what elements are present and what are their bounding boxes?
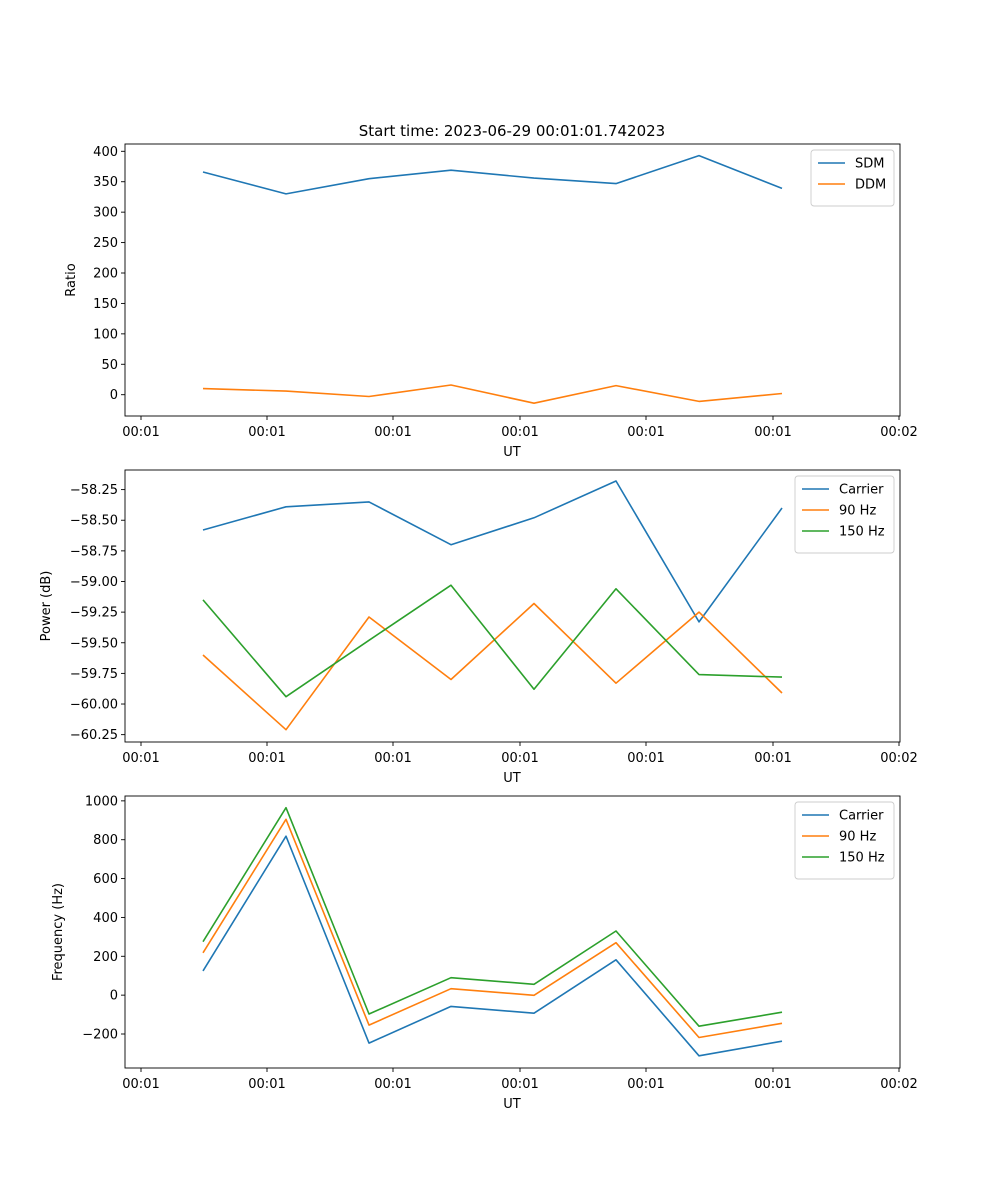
y-tick-label: −59.50 xyxy=(70,636,118,651)
y-axis-label: Ratio xyxy=(64,263,79,296)
legend-entry: 90 Hz xyxy=(839,830,876,845)
x-tick-label: 00:01 xyxy=(374,425,411,440)
figure-title: Start time: 2023-06-29 00:01:01.742023 xyxy=(359,122,665,140)
legend-box xyxy=(794,475,895,554)
y-tick-label: 250 xyxy=(93,236,118,251)
legend-entry: Carrier xyxy=(839,483,884,498)
x-axis-label: UT xyxy=(503,445,521,460)
x-tick-label: 00:01 xyxy=(122,425,159,440)
x-tick-label: 00:01 xyxy=(248,425,285,440)
y-axis-label: Power (dB) xyxy=(39,571,54,642)
x-tick-label: 00:01 xyxy=(122,751,159,766)
y-tick-label: −60.25 xyxy=(70,728,118,743)
y-axis-label: Frequency (Hz) xyxy=(51,883,66,981)
x-tick-label: 00:01 xyxy=(501,751,538,766)
y-tick-label: 350 xyxy=(93,175,118,190)
y-tick-label: 0 xyxy=(110,989,118,1004)
y-tick-label: 800 xyxy=(93,833,118,848)
legend-entry: 150 Hz xyxy=(839,851,885,866)
x-tick-label: 00:01 xyxy=(248,1077,285,1092)
x-tick-label: 00:01 xyxy=(754,425,791,440)
x-tick-label: 00:01 xyxy=(501,1077,538,1092)
y-tick-label: −59.75 xyxy=(70,667,118,682)
x-tick-label: 00:01 xyxy=(754,1077,791,1092)
axes-frame xyxy=(124,469,901,743)
y-tick-label: 0 xyxy=(110,388,118,403)
y-tick-label: 1000 xyxy=(85,794,118,809)
x-axis-label: UT xyxy=(503,1097,521,1112)
y-tick-label: 400 xyxy=(93,145,118,160)
y-tick-label: 200 xyxy=(93,950,118,965)
legend-entry: Carrier xyxy=(839,809,884,824)
power-subplot: 00:01 00:01 00:01 00:01 00:01 00:01 00:02 −60.2… xyxy=(39,469,918,786)
legend-entry: SDM xyxy=(855,157,884,172)
legend-entry: 90 Hz xyxy=(839,504,876,519)
x-tick-label: 00:02 xyxy=(880,1077,917,1092)
series-line-90-hz xyxy=(202,818,783,1039)
x-tick-label: 00:02 xyxy=(880,751,917,766)
y-tick-label: 150 xyxy=(93,297,118,312)
y-tick-label: 100 xyxy=(93,327,118,342)
y-tick-label: 50 xyxy=(101,358,118,373)
x-tick-label: 00:01 xyxy=(374,751,411,766)
y-tick-label: 300 xyxy=(93,206,118,221)
legend-entry: DDM xyxy=(855,178,886,193)
legend: Carrier 90 Hz 150 Hz xyxy=(794,801,895,880)
y-tick-label: −59.25 xyxy=(70,606,118,621)
series-line-carrier xyxy=(202,480,783,623)
series-line-carrier xyxy=(202,835,783,1057)
legend: SDM DDM xyxy=(810,149,895,207)
axes-frame xyxy=(124,795,901,1069)
y-tick-label: −60.00 xyxy=(70,698,118,713)
y-tick-label: −59.00 xyxy=(70,575,118,590)
legend-box xyxy=(794,801,895,880)
series-line-90-hz xyxy=(202,602,783,731)
x-tick-label: 00:01 xyxy=(627,425,664,440)
series-line-150-hz xyxy=(202,584,783,698)
legend: Carrier 90 Hz 150 Hz xyxy=(794,475,895,554)
y-tick-label: −200 xyxy=(82,1028,118,1043)
y-tick-label: −58.75 xyxy=(70,544,118,559)
series-line-ddm xyxy=(202,384,783,405)
x-tick-label: 00:01 xyxy=(627,1077,664,1092)
legend-box xyxy=(810,149,895,207)
x-tick-label: 00:01 xyxy=(501,425,538,440)
y-tick-label: 200 xyxy=(93,267,118,282)
x-tick-label: 00:02 xyxy=(880,425,917,440)
series-line-150-hz xyxy=(202,806,783,1027)
y-tick-label: −58.50 xyxy=(70,514,118,529)
series-line-sdm xyxy=(202,154,783,195)
y-tick-label: 600 xyxy=(93,872,118,887)
frequency-subplot: 00:01 00:01 00:01 00:01 00:01 00:01 00:02 −200 0… xyxy=(51,794,918,1112)
x-tick-label: 00:01 xyxy=(754,751,791,766)
x-tick-label: 00:01 xyxy=(374,1077,411,1092)
x-tick-label: 00:01 xyxy=(248,751,285,766)
x-tick-label: 00:01 xyxy=(122,1077,159,1092)
ratio-subplot: 00:01 00:01 00:01 00:01 00:01 00:01 00:02 0 50 10… xyxy=(64,143,918,460)
y-tick-label: −58.25 xyxy=(70,483,118,498)
x-tick-label: 00:01 xyxy=(627,751,664,766)
axes-frame xyxy=(124,143,901,417)
legend-entry: 150 Hz xyxy=(839,525,885,540)
y-tick-label: 400 xyxy=(93,911,118,926)
x-axis-label: UT xyxy=(503,771,521,786)
